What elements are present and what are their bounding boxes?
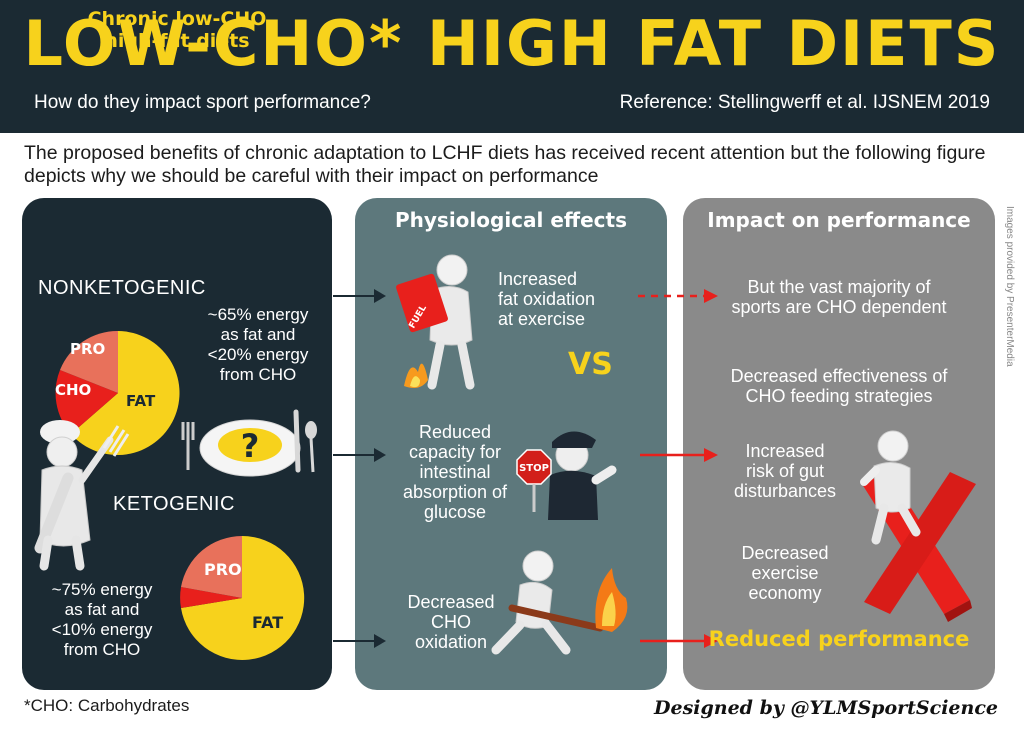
dashed-red-arrow <box>638 289 718 303</box>
effect-line: Increased <box>498 269 578 289</box>
designer-credit: Designed by @YLMSportScience <box>654 697 998 719</box>
pro-slice <box>60 330 118 393</box>
impact-line: economy <box>748 583 822 603</box>
effect-line: glucose <box>423 502 487 522</box>
effect-line: fat oxidation <box>498 289 596 309</box>
effect-line: Reduced <box>418 422 492 442</box>
keto-pie-label-fat: FAT <box>252 613 284 632</box>
desc-line: ~75% energy <box>51 580 153 599</box>
reduced-performance-label: Reduced performance <box>708 627 970 651</box>
diet-panel-heading: Chronic low-CHO high-fat diets <box>22 8 332 52</box>
pro-slice <box>181 536 242 598</box>
ketogenic-description: ~75% energy as fat and <10% energy from … <box>42 580 162 660</box>
desc-line: from CHO <box>63 640 141 659</box>
effect-line: absorption of <box>402 482 508 502</box>
solid-red-arrows <box>640 448 718 648</box>
effect-line: CHO <box>431 612 471 632</box>
page-title: LOW-CHO* HIGH FAT DIETS <box>23 7 1001 80</box>
cho-slice <box>180 587 242 608</box>
effect-line: oxidation <box>414 632 488 652</box>
impact-feeding-strategies: Decreased effectiveness of CHO feeding s… <box>698 366 980 406</box>
pie-label-fat: FAT <box>126 392 156 410</box>
reference-citation: Reference: Stellingwerff et al. IJSNEM 2… <box>619 92 990 113</box>
diet-heading-line-2: high-fat diets <box>104 30 250 52</box>
desc-line: <10% energy <box>51 620 153 639</box>
cho-slice <box>55 370 118 434</box>
impact-line: Decreased effectiveness of <box>730 366 948 386</box>
police-stop-figure-icon <box>516 431 617 520</box>
pie-label-cho: CHO <box>55 381 92 399</box>
page-subtitle: How do they impact sport performance? <box>34 92 371 113</box>
fat-slice <box>181 535 305 660</box>
image-credit: Images provided by PresenterMedia <box>1003 206 1017 386</box>
pie-label-pro: PRO <box>70 340 106 358</box>
plate-icon <box>181 409 317 477</box>
torch-figure-icon <box>491 550 628 655</box>
versus-label: VS <box>568 347 613 382</box>
effect-cho-oxidation: Decreased CHO oxidation <box>396 592 506 652</box>
ketogenic-pie-chart <box>180 535 305 660</box>
performance-impact-heading: Impact on performance <box>707 208 971 232</box>
effect-line: intestinal <box>419 462 491 482</box>
effect-line: capacity for <box>408 442 502 462</box>
nonketogenic-label: NONKETOGENIC <box>38 277 206 299</box>
impact-line: sports are CHO dependent <box>731 297 947 317</box>
keto-pie-label-pro: PRO <box>204 560 242 579</box>
impact-exercise-economy: Decreased exercise economy <box>722 543 848 603</box>
desc-line: from CHO <box>219 365 297 384</box>
chef-figure-icon <box>34 420 130 571</box>
impact-cho-dependent: But the vast majority of sports are CHO … <box>698 277 980 317</box>
image-credit-text: Images provided by PresenterMedia <box>1004 206 1015 367</box>
red-x-figure-icon <box>860 430 976 622</box>
footnote: *CHO: Carbohydrates <box>24 696 190 715</box>
nonketogenic-pie-chart <box>55 330 180 455</box>
effect-glucose-absorption: Reduced capacity for intestinal absorpti… <box>390 422 520 522</box>
desc-line: as fat and <box>64 600 140 619</box>
impact-line: CHO feeding strategies <box>745 386 933 406</box>
impact-line: risk of gut <box>745 461 825 481</box>
physiological-effects-heading: Physiological effects <box>394 208 628 232</box>
impact-line: Increased <box>745 441 825 461</box>
diet-heading-line-1: Chronic low-CHO <box>87 8 267 30</box>
desc-line: ~65% energy <box>207 305 309 324</box>
impact-line: disturbances <box>733 481 837 501</box>
nonketogenic-description: ~65% energy as fat and <20% energy from … <box>198 305 318 385</box>
desc-line: as fat and <box>220 325 296 344</box>
impact-line: exercise <box>751 563 819 583</box>
effect-fat-oxidation: Increased fat oxidation at exercise <box>498 269 620 329</box>
header-banner: LOW-CHO* HIGH FAT DIETS How do they impa… <box>0 0 1024 133</box>
fat-slice <box>71 331 180 455</box>
plate-question-mark: ? <box>241 427 260 465</box>
effect-line: at exercise <box>498 309 586 329</box>
impact-gut-disturbances: Increased risk of gut disturbances <box>722 441 848 501</box>
fuel-figure-icon <box>396 254 475 390</box>
stop-sign-label: STOP <box>519 463 549 474</box>
intro-text: The proposed benefits of chronic adaptat… <box>24 142 986 187</box>
left-to-middle-arrows <box>333 289 386 648</box>
desc-line: <20% energy <box>207 345 309 364</box>
effect-line: Decreased <box>407 592 495 612</box>
impact-line: But the vast majority of <box>747 277 931 297</box>
ketogenic-label: KETOGENIC <box>113 493 235 515</box>
impact-line: Decreased <box>741 543 829 563</box>
